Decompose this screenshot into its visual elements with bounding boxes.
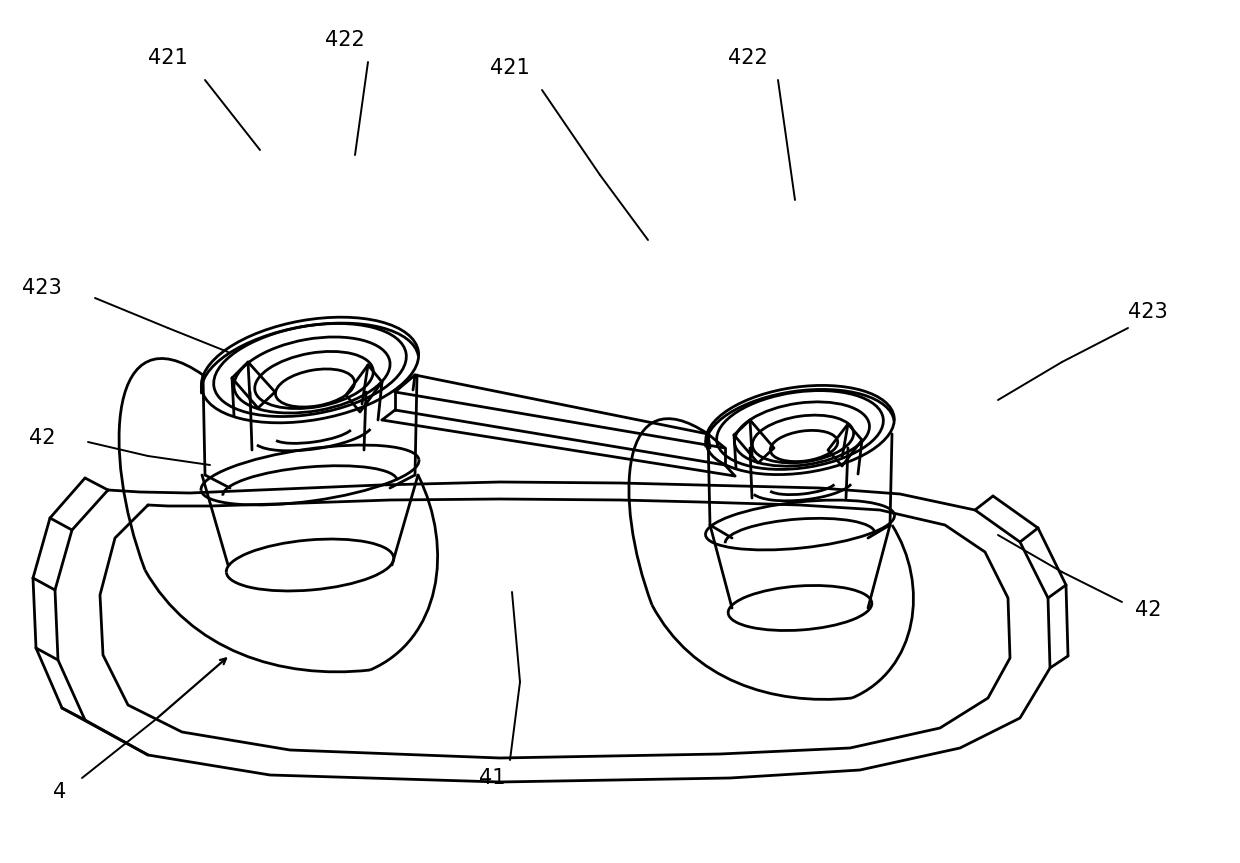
- Text: 4: 4: [53, 782, 67, 802]
- Text: 422: 422: [325, 30, 365, 50]
- Text: 42: 42: [29, 428, 56, 448]
- Text: 41: 41: [479, 768, 505, 788]
- Text: 42: 42: [1135, 600, 1161, 620]
- Text: 423: 423: [22, 278, 62, 298]
- Text: 422: 422: [728, 48, 768, 68]
- Text: 421: 421: [148, 48, 188, 68]
- Text: 421: 421: [490, 58, 529, 78]
- Text: 423: 423: [1128, 302, 1168, 322]
